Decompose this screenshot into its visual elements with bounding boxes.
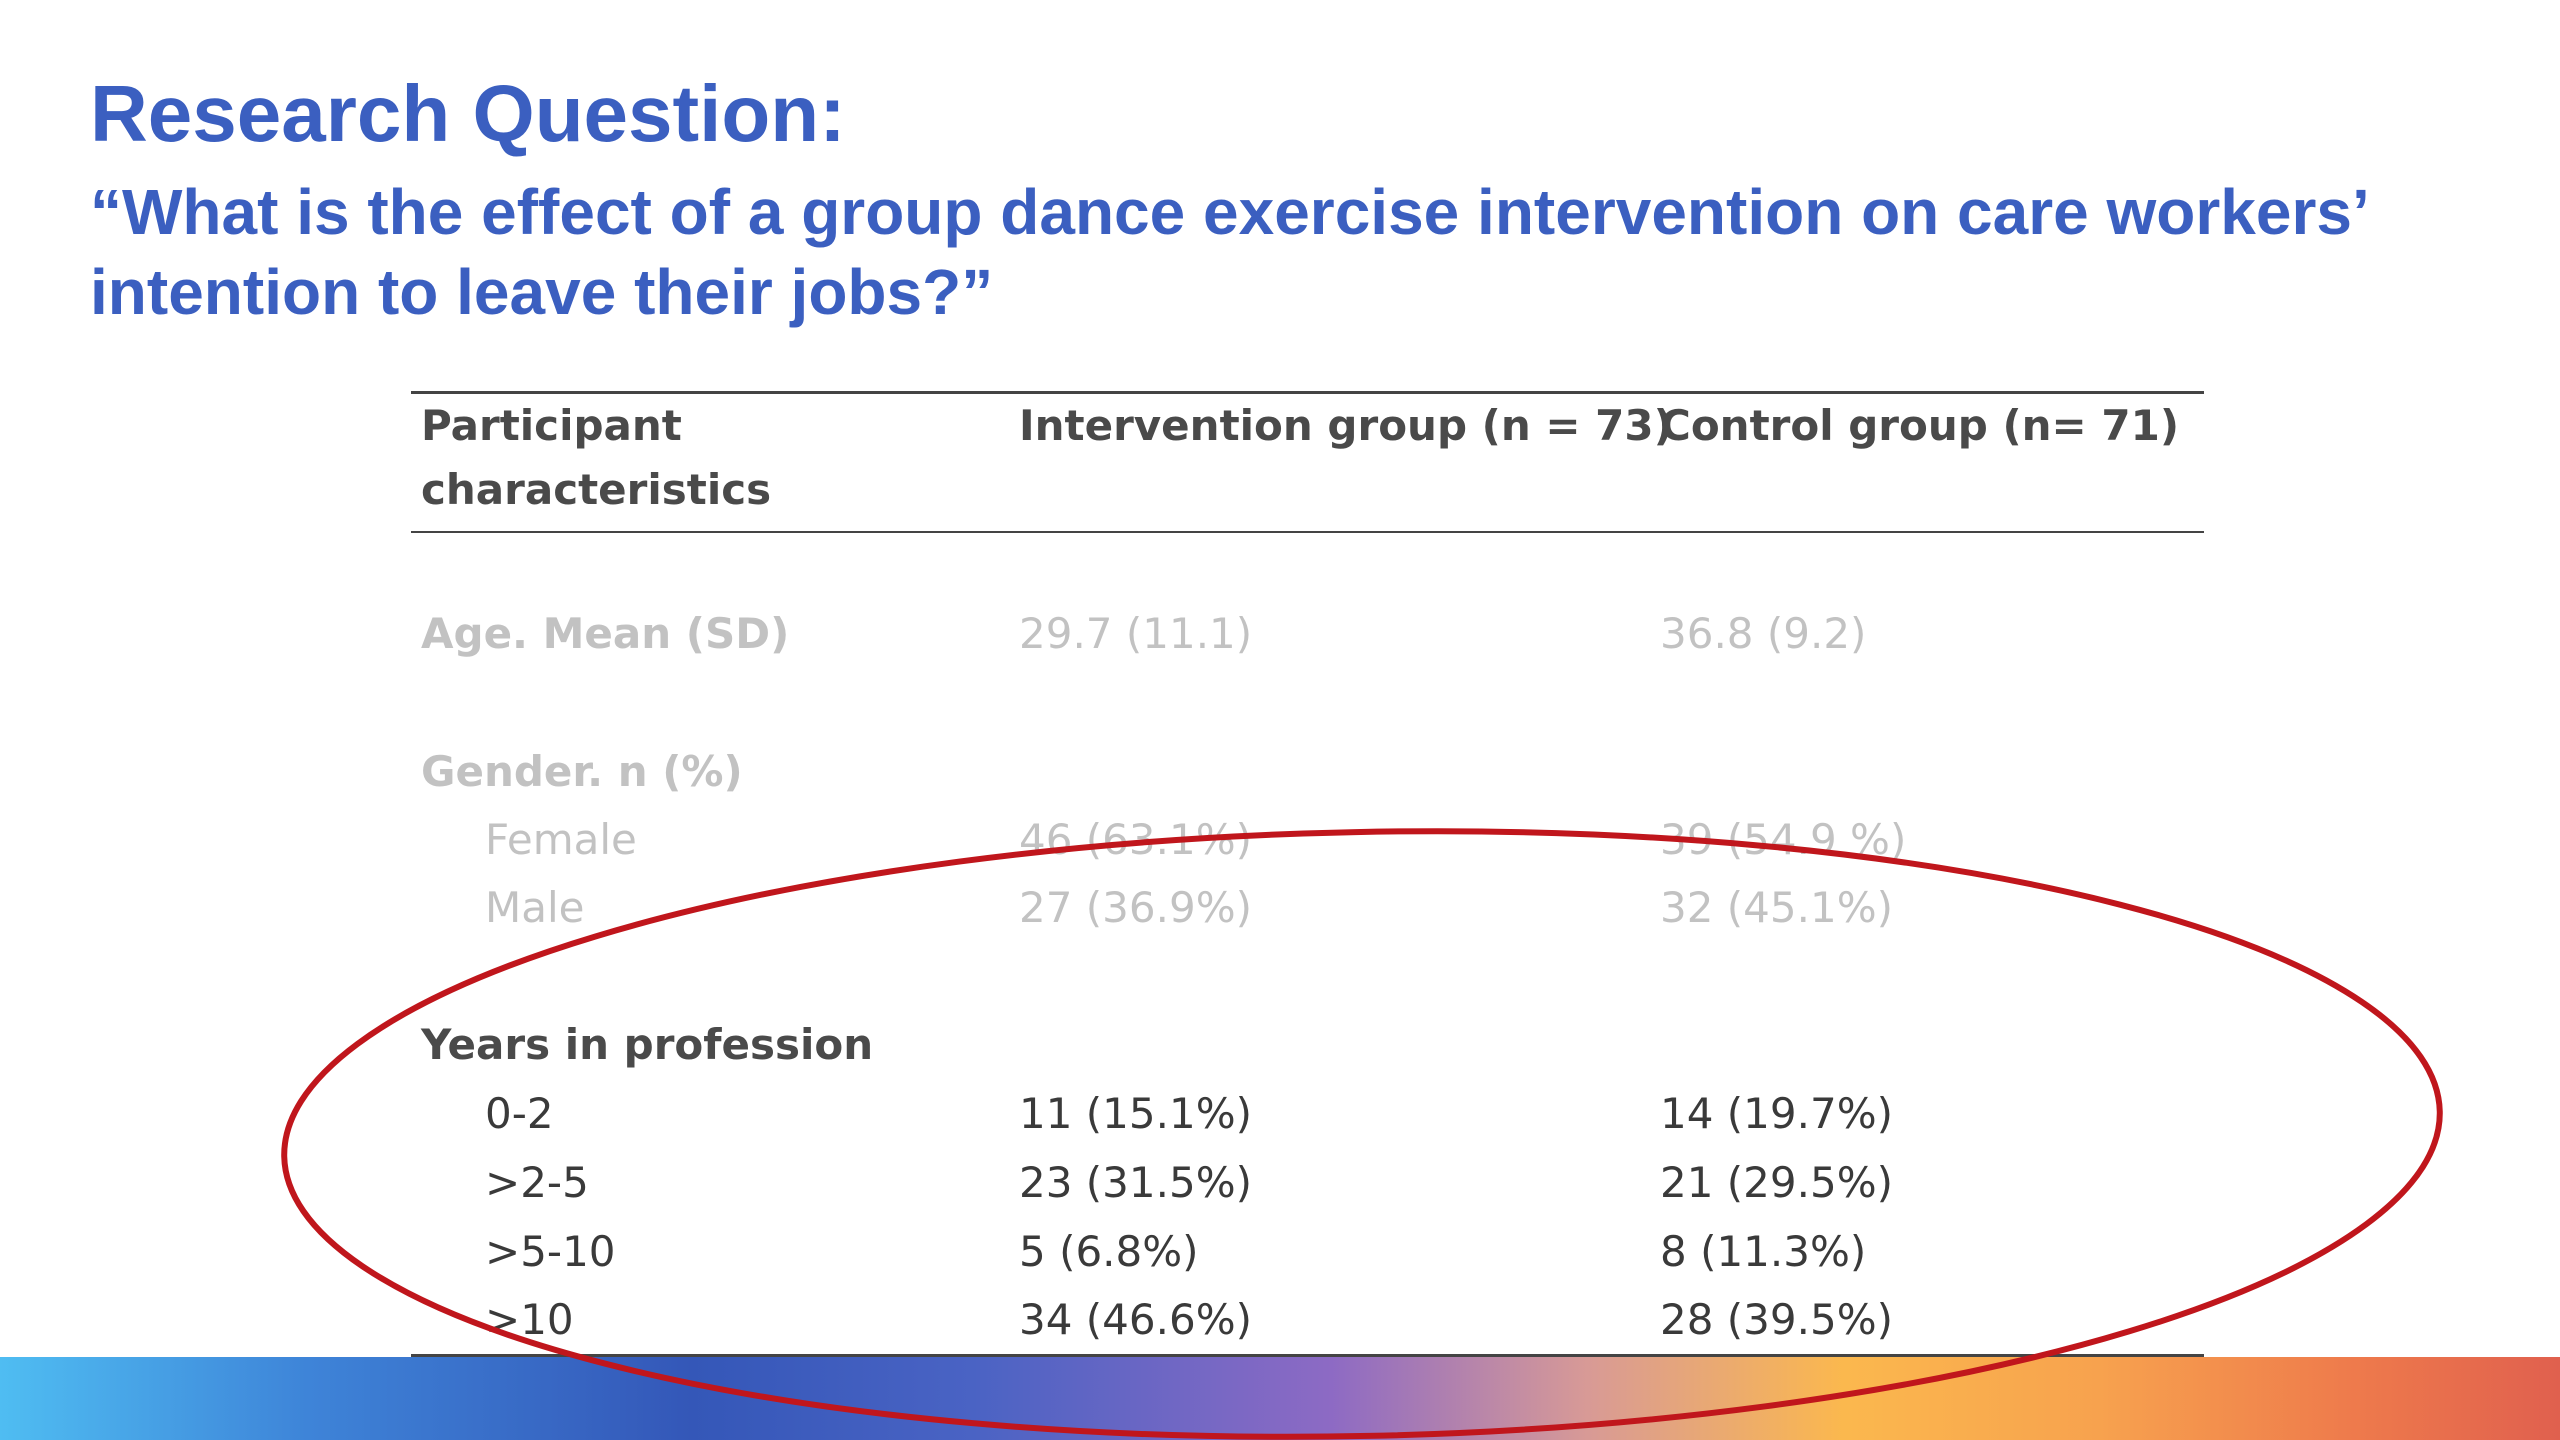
intervention-value: 5 (6.8%) (1019, 1227, 1199, 1276)
header-intervention: Intervention group (n = 73) (1019, 401, 1673, 450)
control-value: 8 (11.3%) (1660, 1227, 1867, 1276)
control-value: 28 (39.5%) (1660, 1295, 1893, 1344)
row-label: Age. Mean (SD) (421, 609, 790, 658)
row-label: Male (485, 883, 585, 932)
header-participant: Participant (421, 401, 682, 450)
footer-gradient-bar (0, 1357, 2560, 1440)
intervention-value: 23 (31.5%) (1019, 1158, 1252, 1207)
row-label: >2-5 (485, 1158, 589, 1207)
intervention-value: 27 (36.9%) (1019, 883, 1252, 932)
intervention-value: 34 (46.6%) (1019, 1295, 1252, 1344)
table-header-rule (411, 531, 2204, 533)
header-control: Control group (n= 71) (1660, 401, 2180, 450)
control-value: 14 (19.7%) (1660, 1089, 1893, 1138)
control-value: 21 (29.5%) (1660, 1158, 1893, 1207)
section-label-gender: Gender. n (%) (421, 747, 743, 796)
row-label: >10 (485, 1295, 574, 1344)
intervention-value: 29.7 (11.1) (1019, 609, 1253, 658)
section-label-years: Years in profession (421, 1020, 874, 1069)
control-value: 36.8 (9.2) (1660, 609, 1867, 658)
control-value: 39 (54.9 %) (1660, 815, 1907, 864)
header-characteristics: characteristics (421, 465, 772, 514)
slide-title: Research Question: (90, 69, 846, 158)
research-question: “What is the effect of a group dance exe… (90, 176, 2367, 328)
intervention-value: 46 (63.1%) (1019, 815, 1252, 864)
row-label: Female (485, 815, 637, 864)
row-label: >5-10 (485, 1227, 616, 1276)
control-value: 32 (45.1%) (1660, 883, 1893, 932)
intervention-value: 11 (15.1%) (1019, 1089, 1252, 1138)
row-label: 0-2 (485, 1089, 554, 1138)
table-top-rule (411, 391, 2204, 394)
